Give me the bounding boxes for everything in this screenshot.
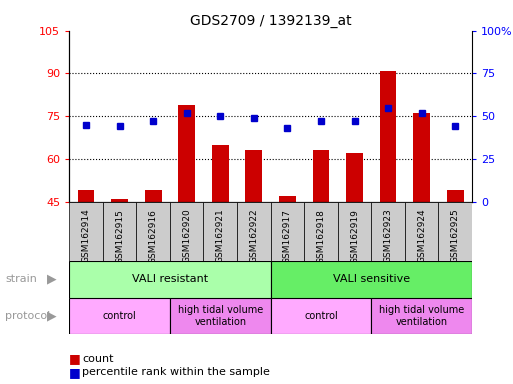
Bar bbox=[69, 202, 103, 261]
Bar bbox=[170, 202, 204, 261]
Text: percentile rank within the sample: percentile rank within the sample bbox=[82, 367, 270, 377]
Text: GSM162921: GSM162921 bbox=[216, 209, 225, 263]
Bar bbox=[111, 199, 128, 202]
Bar bbox=[271, 261, 472, 298]
Bar bbox=[69, 261, 271, 298]
Text: GSM162922: GSM162922 bbox=[249, 209, 259, 263]
Text: GSM162924: GSM162924 bbox=[417, 209, 426, 263]
Text: count: count bbox=[82, 354, 113, 364]
Bar bbox=[212, 145, 229, 202]
Bar bbox=[237, 202, 271, 261]
Bar bbox=[405, 202, 439, 261]
Bar bbox=[371, 298, 472, 334]
Bar bbox=[346, 153, 363, 202]
Text: GSM162918: GSM162918 bbox=[317, 209, 325, 264]
Text: GSM162919: GSM162919 bbox=[350, 209, 359, 264]
Text: GSM162914: GSM162914 bbox=[82, 209, 90, 263]
Bar bbox=[77, 190, 94, 202]
Bar bbox=[279, 196, 296, 202]
Text: GSM162920: GSM162920 bbox=[182, 209, 191, 263]
Text: GSM162916: GSM162916 bbox=[149, 209, 157, 264]
Text: protocol: protocol bbox=[5, 311, 50, 321]
Text: ■: ■ bbox=[69, 353, 81, 366]
Text: ▶: ▶ bbox=[47, 310, 56, 322]
Bar bbox=[170, 298, 271, 334]
Bar bbox=[312, 151, 329, 202]
Title: GDS2709 / 1392139_at: GDS2709 / 1392139_at bbox=[190, 14, 351, 28]
Bar bbox=[304, 202, 338, 261]
Text: GSM162917: GSM162917 bbox=[283, 209, 292, 264]
Bar bbox=[371, 202, 405, 261]
Text: VALI resistant: VALI resistant bbox=[132, 274, 208, 285]
Text: control: control bbox=[304, 311, 338, 321]
Bar bbox=[271, 298, 371, 334]
Bar bbox=[69, 298, 170, 334]
Bar bbox=[245, 151, 262, 202]
Text: high tidal volume
ventilation: high tidal volume ventilation bbox=[177, 305, 263, 327]
Text: control: control bbox=[103, 311, 136, 321]
Bar bbox=[145, 190, 162, 202]
Text: GSM162915: GSM162915 bbox=[115, 209, 124, 264]
Bar bbox=[204, 202, 237, 261]
Bar bbox=[271, 202, 304, 261]
Bar bbox=[439, 202, 472, 261]
Text: high tidal volume
ventilation: high tidal volume ventilation bbox=[379, 305, 464, 327]
Bar bbox=[136, 202, 170, 261]
Bar bbox=[447, 190, 464, 202]
Text: GSM162925: GSM162925 bbox=[451, 209, 460, 263]
Text: ▶: ▶ bbox=[47, 273, 56, 286]
Text: strain: strain bbox=[5, 274, 37, 285]
Bar bbox=[380, 71, 397, 202]
Bar bbox=[338, 202, 371, 261]
Bar bbox=[179, 105, 195, 202]
Bar bbox=[413, 113, 430, 202]
Bar bbox=[103, 202, 136, 261]
Text: VALI sensitive: VALI sensitive bbox=[333, 274, 410, 285]
Text: ■: ■ bbox=[69, 366, 81, 379]
Text: GSM162923: GSM162923 bbox=[384, 209, 392, 263]
